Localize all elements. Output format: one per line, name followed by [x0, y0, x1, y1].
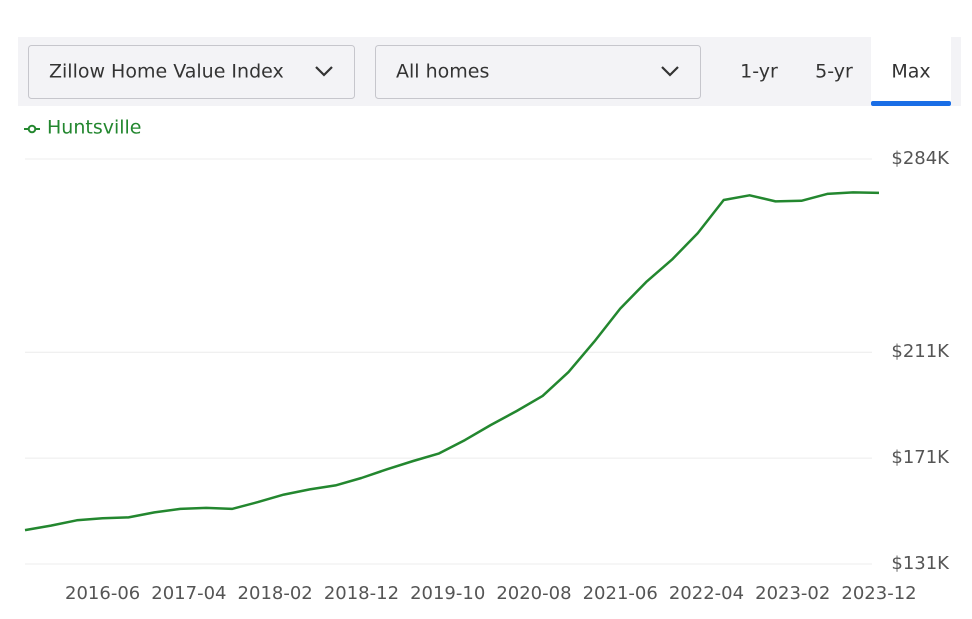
tab[interactable]: 1-yr	[740, 61, 778, 83]
x-tick-label: 2018-12	[324, 583, 399, 604]
x-tick-label: 2023-12	[841, 583, 916, 604]
legend-marker	[27, 124, 37, 134]
y-tick-label: $131K	[891, 553, 950, 574]
series-line	[24, 191, 880, 532]
home-type-dropdown[interactable]: All homes	[375, 45, 701, 99]
y-tick-label: $211K	[891, 341, 950, 362]
x-tick-label: 2016-06	[65, 583, 140, 604]
x-tick-label: 2017-04	[151, 583, 226, 604]
legend[interactable]: Huntsville	[24, 117, 142, 139]
metric-dropdown[interactable]: Zillow Home Value Index	[28, 45, 355, 99]
active-tab-bg	[871, 37, 951, 106]
x-tick-label: 2023-02	[755, 583, 830, 604]
x-tick-label: 2020-08	[496, 583, 571, 604]
tab-active[interactable]: Max	[891, 61, 930, 83]
metric-label: Zillow Home Value Index	[49, 61, 284, 83]
y-tick-label: $171K	[891, 447, 950, 468]
y-tick-label: $284K	[891, 148, 950, 169]
x-tick-label: 2022-04	[669, 583, 744, 604]
legend-label: Huntsville	[47, 117, 142, 139]
home-type-label: All homes	[396, 61, 489, 83]
x-tick-label: 2021-06	[583, 583, 658, 604]
tab[interactable]: 5-yr	[815, 61, 853, 83]
tab-underline	[871, 101, 951, 106]
x-tick-label: 2019-10	[410, 583, 485, 604]
x-tick-label: 2018-02	[238, 583, 313, 604]
